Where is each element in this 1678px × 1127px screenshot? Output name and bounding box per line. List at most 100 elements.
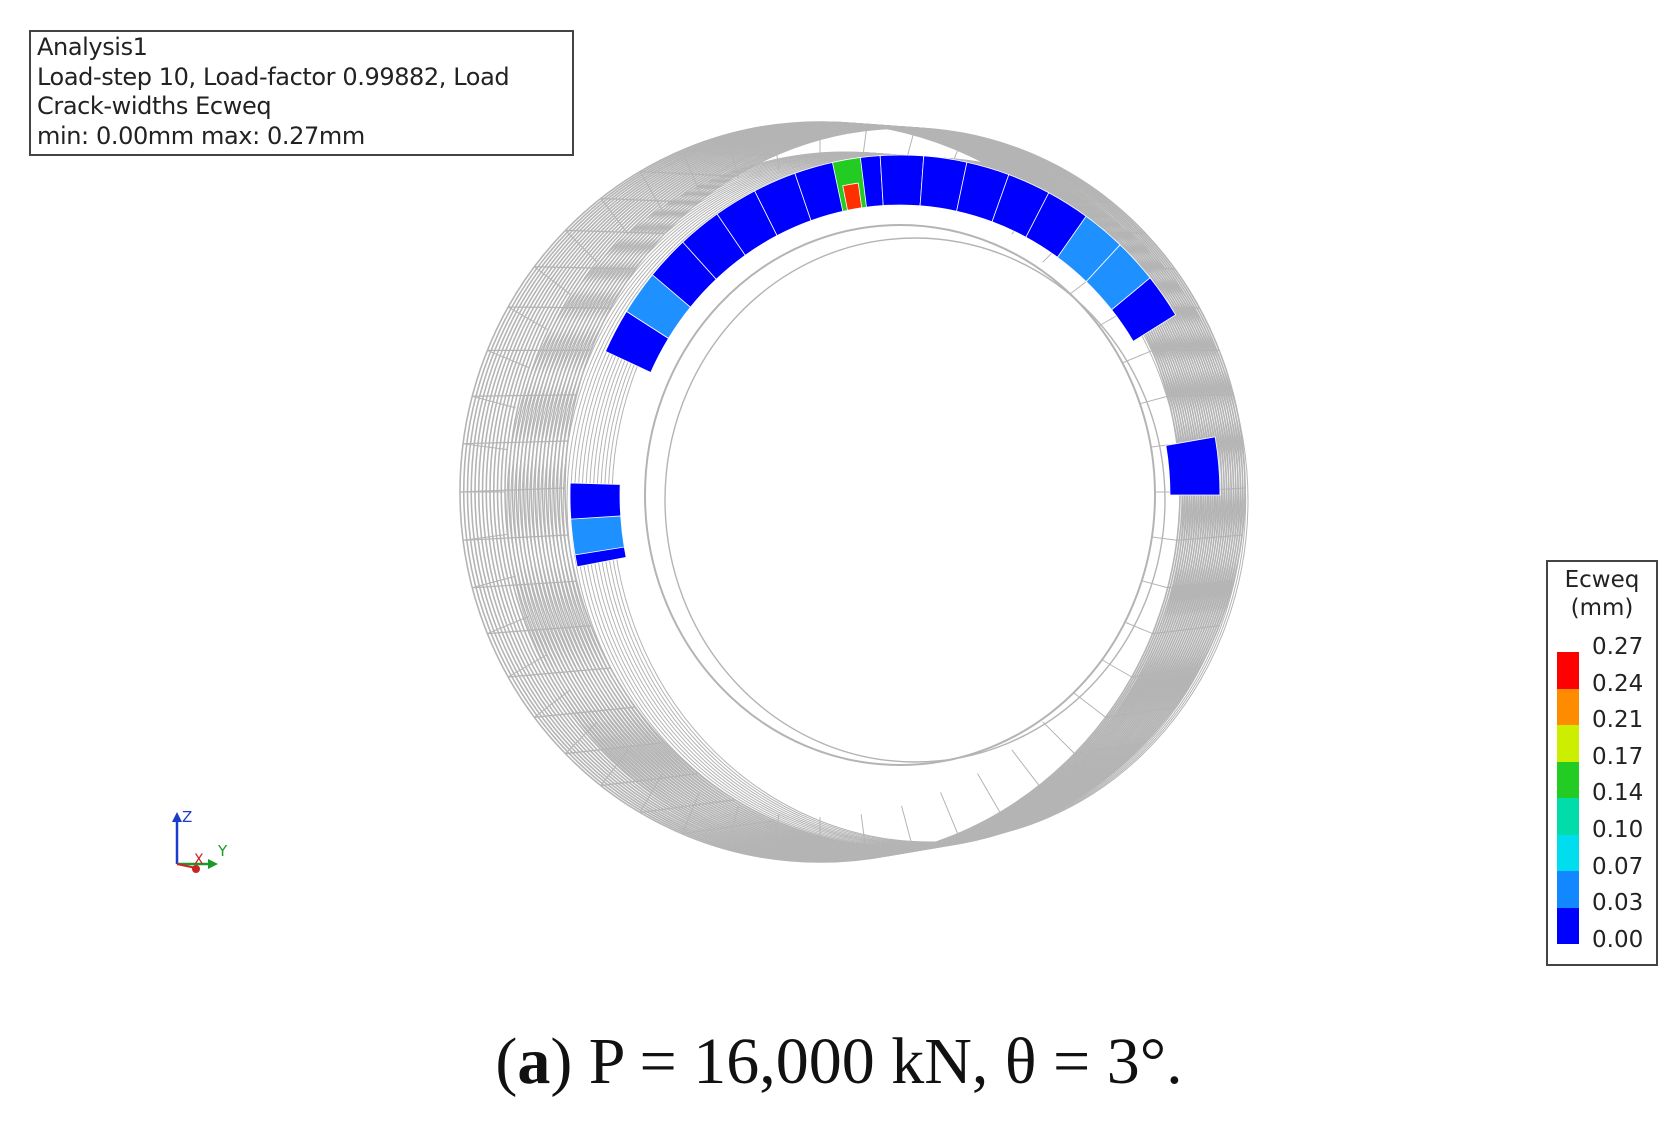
mesh-line xyxy=(565,721,598,754)
mesh-line xyxy=(487,625,591,635)
mesh-line xyxy=(472,394,577,397)
legend-title-unit: (mm) xyxy=(1570,595,1634,621)
mesh-line xyxy=(639,170,736,177)
mesh-line xyxy=(463,533,508,541)
mesh-line xyxy=(472,575,516,589)
mesh-line xyxy=(726,134,818,141)
legend-label: 0.00 xyxy=(1592,926,1644,953)
caption-open-paren: ( xyxy=(495,1025,518,1098)
mesh-line xyxy=(726,835,818,850)
mesh-line xyxy=(726,134,739,179)
mesh-line xyxy=(487,615,530,635)
axis-triad: Z Y X xyxy=(172,808,228,873)
mesh-line xyxy=(600,198,629,235)
z-axis-arrow xyxy=(172,812,182,822)
crack-width-contour-band xyxy=(569,154,1221,568)
mesh-line xyxy=(472,395,516,409)
legend-label: 0.27 xyxy=(1592,634,1644,660)
mesh-line xyxy=(866,844,950,860)
mesh-line xyxy=(682,149,775,157)
caption-text: ) P = 16,000 kN, θ = 3°. xyxy=(550,1025,1183,1098)
legend-swatch xyxy=(1557,761,1579,798)
legend-label: 0.10 xyxy=(1592,816,1644,843)
mesh-line xyxy=(1011,749,1040,786)
mesh-line xyxy=(999,799,1076,814)
crack-band-left-spot xyxy=(570,515,625,556)
x-axis-label: X xyxy=(194,852,204,868)
mesh-line xyxy=(534,266,636,270)
legend-tick-labels: 0.27 0.24 0.21 0.17 0.14 0.10 0.07 0.03 0.00 xyxy=(1592,629,1643,958)
mesh-line xyxy=(600,197,699,203)
mesh-line xyxy=(1039,773,1113,787)
mesh-line xyxy=(565,229,665,235)
legend-swatch xyxy=(1557,907,1579,944)
legend-swatch xyxy=(1557,688,1579,725)
mesh-line xyxy=(565,230,598,263)
legend-title-quantity: Ecweq xyxy=(1564,567,1640,593)
mesh-line xyxy=(1074,741,1146,755)
mesh-line xyxy=(534,266,571,295)
legend-title: Ecweq (mm) xyxy=(1548,566,1656,622)
analysis-info-box: Analysis1 Load-step 10, Load-factor 0.99… xyxy=(29,30,574,156)
inner-opening-edge xyxy=(664,237,1166,763)
legend-label: 0.07 xyxy=(1592,853,1644,880)
mesh-line xyxy=(508,667,611,678)
result-type-text: Crack-widths Ecweq xyxy=(37,92,272,120)
mesh-line xyxy=(681,149,700,192)
crack-band-block xyxy=(1111,277,1177,342)
y-axis-arrow xyxy=(208,859,218,869)
crack-hotspot-peak xyxy=(842,182,863,211)
mesh-line xyxy=(639,773,663,813)
mesh-line xyxy=(772,844,861,860)
mesh-line xyxy=(463,443,508,451)
legend-swatch xyxy=(1557,871,1579,908)
mesh-line xyxy=(639,799,736,814)
mesh-line xyxy=(913,134,994,141)
legend-swatch xyxy=(1557,725,1579,762)
mesh-line xyxy=(772,814,780,859)
mesh-line xyxy=(534,689,571,718)
mesh-line xyxy=(472,580,577,589)
mesh-line xyxy=(507,306,548,330)
load-step-text: Load-step 10, Load-factor 0.99882, Load xyxy=(37,62,510,91)
mesh-line xyxy=(600,773,699,787)
mesh-line xyxy=(1131,667,1200,678)
mesh-line xyxy=(1167,394,1234,397)
mesh-line xyxy=(866,124,950,132)
mesh-line xyxy=(682,820,775,835)
min-max-text: min: 0.00mm max: 0.27mm xyxy=(37,121,365,150)
mesh-line xyxy=(913,835,994,850)
mesh-line xyxy=(463,440,568,445)
figure-caption: (a) P = 16,000 kN, θ = 3°. xyxy=(0,1022,1678,1102)
legend-swatch xyxy=(1557,798,1579,835)
caption-letter: a xyxy=(517,1025,551,1098)
mesh-line xyxy=(565,741,665,755)
crack-band-right-block xyxy=(1165,436,1221,496)
mesh-line xyxy=(1176,534,1243,541)
mesh-line xyxy=(600,749,629,786)
legend-label: 0.17 xyxy=(1592,743,1644,770)
legend-label: 0.14 xyxy=(1592,780,1644,807)
legend-swatch xyxy=(1557,834,1579,871)
mesh-line xyxy=(977,773,1001,813)
legend-label: 0.03 xyxy=(1592,890,1644,917)
mesh-line xyxy=(1152,625,1220,635)
inner-opening xyxy=(644,224,1156,766)
mesh-line xyxy=(860,814,868,859)
analysis-name: Analysis1 xyxy=(37,33,148,61)
mesh-line xyxy=(459,487,566,493)
mesh-line xyxy=(957,149,1036,157)
mesh-line xyxy=(772,125,780,170)
mesh-line xyxy=(639,171,663,211)
crack-band-block xyxy=(879,154,925,207)
mesh-line xyxy=(508,306,611,309)
mesh-line xyxy=(957,820,1036,835)
legend-label: 0.24 xyxy=(1592,670,1644,697)
legend-swatch xyxy=(1557,652,1579,689)
y-axis-label: Y xyxy=(217,842,228,860)
mesh-line xyxy=(1042,721,1075,754)
mesh-line xyxy=(940,792,959,835)
legend-label: 0.21 xyxy=(1592,707,1644,734)
x-axis-dot xyxy=(192,865,200,873)
